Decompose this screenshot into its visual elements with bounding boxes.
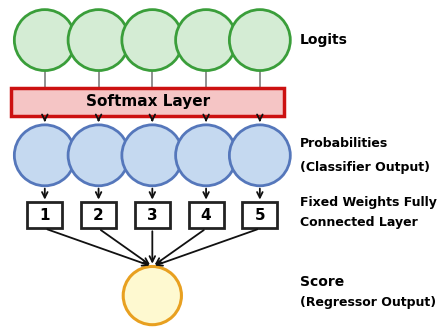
Ellipse shape bbox=[68, 10, 129, 70]
FancyBboxPatch shape bbox=[81, 202, 116, 228]
Text: Connected Layer: Connected Layer bbox=[300, 216, 418, 229]
FancyBboxPatch shape bbox=[11, 88, 284, 116]
Text: 3: 3 bbox=[147, 208, 158, 223]
Ellipse shape bbox=[229, 125, 290, 186]
Text: (Regressor Output): (Regressor Output) bbox=[300, 296, 436, 309]
FancyBboxPatch shape bbox=[27, 202, 62, 228]
Ellipse shape bbox=[122, 10, 183, 70]
Ellipse shape bbox=[122, 125, 183, 186]
Text: Logits: Logits bbox=[300, 33, 348, 47]
Text: Probabilities: Probabilities bbox=[300, 137, 388, 150]
Text: 2: 2 bbox=[93, 208, 104, 223]
Ellipse shape bbox=[123, 267, 181, 325]
Ellipse shape bbox=[176, 125, 237, 186]
Text: (Classifier Output): (Classifier Output) bbox=[300, 161, 430, 173]
Ellipse shape bbox=[229, 10, 290, 70]
Text: Score: Score bbox=[300, 275, 345, 289]
FancyBboxPatch shape bbox=[189, 202, 224, 228]
FancyBboxPatch shape bbox=[135, 202, 170, 228]
Text: 4: 4 bbox=[201, 208, 211, 223]
Ellipse shape bbox=[176, 10, 237, 70]
Ellipse shape bbox=[14, 10, 75, 70]
Text: 1: 1 bbox=[39, 208, 50, 223]
Ellipse shape bbox=[68, 125, 129, 186]
Text: Fixed Weights Fully: Fixed Weights Fully bbox=[300, 196, 437, 209]
Text: 5: 5 bbox=[254, 208, 265, 223]
Text: Softmax Layer: Softmax Layer bbox=[86, 95, 210, 109]
FancyBboxPatch shape bbox=[242, 202, 277, 228]
Ellipse shape bbox=[14, 125, 75, 186]
